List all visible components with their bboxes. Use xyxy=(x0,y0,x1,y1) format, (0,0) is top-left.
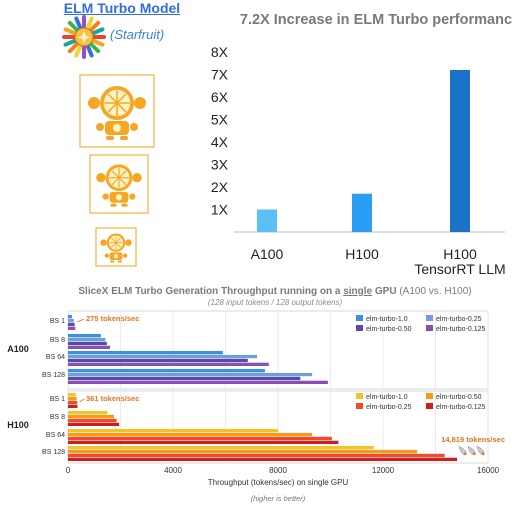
chart2-category-label: BS 128 xyxy=(42,449,65,456)
chart2-legend-swatch xyxy=(426,393,433,399)
chart2-bar xyxy=(68,318,74,323)
chart1-category-label: H100 xyxy=(443,246,477,262)
chart2-category-label: BS 8 xyxy=(50,337,65,344)
page-subtitle: (Starfruit) xyxy=(110,27,165,42)
robot-mascot-medium-icon xyxy=(89,154,149,214)
chart2-bar xyxy=(68,411,108,415)
chart2-legend-swatch xyxy=(356,325,363,331)
chart2-bar xyxy=(68,334,101,338)
chart2-bar xyxy=(68,337,106,342)
chart2-legend-label: elm-turbo-0.125 xyxy=(436,404,486,411)
chart2-bar xyxy=(68,354,257,359)
chart2-annotation-leader xyxy=(79,398,85,403)
chart2-bar xyxy=(68,449,418,454)
chart2-bar xyxy=(68,315,72,319)
chart2-group-label: H100 xyxy=(7,420,29,430)
chart2-category-label: BS 8 xyxy=(50,414,65,421)
chart1-title: 7.2X Increase in ELM Turbo performance xyxy=(240,12,512,28)
chart2-xlabel: Throughput (tokens/sec) on single GPU xyxy=(208,478,349,487)
chart2-title: SliceX ELM Turbo Generation Throughput r… xyxy=(78,286,471,297)
rocket-icon xyxy=(467,445,476,456)
chart2-legend-swatch xyxy=(356,315,363,321)
chart2-bar xyxy=(68,457,457,461)
chart2-bar xyxy=(68,396,77,401)
chart1-ytick-label: 6X xyxy=(211,89,229,105)
chart2-bar xyxy=(68,358,248,363)
chart2-legend-swatch xyxy=(426,325,433,331)
robot-mascot-small-icon xyxy=(95,227,137,267)
chart2-bar xyxy=(68,422,120,426)
chart2-annotation-leader xyxy=(77,318,85,323)
chart2-bar xyxy=(68,322,75,327)
chart2-bar xyxy=(68,369,265,373)
chart2-bar xyxy=(68,418,117,423)
chart2-legend-label: elm-turbo-0.50 xyxy=(436,394,482,401)
chart1-ytick-label: 3X xyxy=(211,157,229,173)
chart2-xtick-label: 0 xyxy=(66,466,71,475)
chart2-xtick-label: 4000 xyxy=(164,466,182,475)
chart1-ytick-label: 8X xyxy=(211,44,229,60)
chart1-bar xyxy=(450,70,470,232)
chart1-category-label: A100 xyxy=(251,246,284,262)
chart2-category-label: BS 1 xyxy=(50,318,65,325)
chart2-bar xyxy=(68,432,313,437)
chart1-ytick-label: 7X xyxy=(211,67,229,83)
chart2-bar xyxy=(68,400,78,405)
chart2-group-label: A100 xyxy=(7,344,29,354)
chart1-ytick-label: 5X xyxy=(211,112,229,128)
chart2-category-label: BS 1 xyxy=(50,396,65,403)
rocket-icon xyxy=(476,445,485,456)
chart2-bar xyxy=(68,453,445,458)
chart2-xtick-label: 16000 xyxy=(477,466,500,475)
chart2-category-label: BS 64 xyxy=(46,354,65,361)
chart2-bar xyxy=(68,436,332,441)
chart1-bar xyxy=(352,193,372,232)
chart2-category-label: BS 128 xyxy=(42,372,65,379)
chart2-legend-label: elm-turbo-0.50 xyxy=(366,326,412,333)
chart2-annotation: 361 tokens/sec xyxy=(86,394,139,403)
chart2-category-label: BS 64 xyxy=(46,432,65,439)
chart2-legend-label: elm-turbo-0.25 xyxy=(366,404,412,411)
chart2-bar xyxy=(68,429,278,433)
chart1-category-label: TensorRT LLM xyxy=(414,261,505,277)
rocket-icon xyxy=(458,445,467,456)
chart1-ytick-label: 2X xyxy=(211,179,229,195)
chart2-legend-label: elm-turbo-1.0 xyxy=(366,394,408,401)
chart2-bar xyxy=(68,393,76,397)
chart2-footnote: (higher is better) xyxy=(251,494,306,503)
chart1-ytick-label: 1X xyxy=(211,202,229,218)
chart2-bar xyxy=(68,376,301,381)
chart2-bar xyxy=(68,446,374,450)
chart2-bar xyxy=(68,345,110,349)
chart2-subtitle: (128 input tokens / 128 output tokens) xyxy=(208,298,343,307)
chart2-xtick-label: 12000 xyxy=(372,466,395,475)
chart2-bar xyxy=(68,380,328,384)
chart2-annotation: 275 tokens/sec xyxy=(86,314,139,323)
robot-mascot-large-icon xyxy=(79,74,155,148)
chart2-legend-swatch xyxy=(356,403,363,409)
chart2-bar xyxy=(68,326,76,330)
chart2-xtick-label: 8000 xyxy=(269,466,287,475)
chart2-legend-label: elm-turbo-0.25 xyxy=(436,316,482,323)
chart1-bar xyxy=(257,209,277,232)
chart2-bar xyxy=(68,372,313,377)
chart1-ytick-label: 4X xyxy=(211,134,229,150)
chart1-category-label: H100 xyxy=(345,246,379,262)
page-title: ELM Turbo Model xyxy=(63,0,181,16)
chart2-bar xyxy=(68,341,107,346)
chart2-bar xyxy=(68,351,223,355)
chart2-legend-swatch xyxy=(426,315,433,321)
chart2-legend-label: elm-turbo-0.125 xyxy=(436,326,486,333)
chart2-bar xyxy=(68,362,269,366)
chart2-legend-label: elm-turbo-1.0 xyxy=(366,316,408,323)
chart2-bar xyxy=(68,440,339,444)
starfruit-logo-icon xyxy=(62,15,106,59)
chart2-bar xyxy=(68,414,114,419)
chart2-legend-swatch xyxy=(426,403,433,409)
chart2-bar xyxy=(68,404,78,408)
chart2-legend-swatch xyxy=(356,393,363,399)
chart2-annotation-max: 14,819 tokens/sec xyxy=(441,435,505,444)
